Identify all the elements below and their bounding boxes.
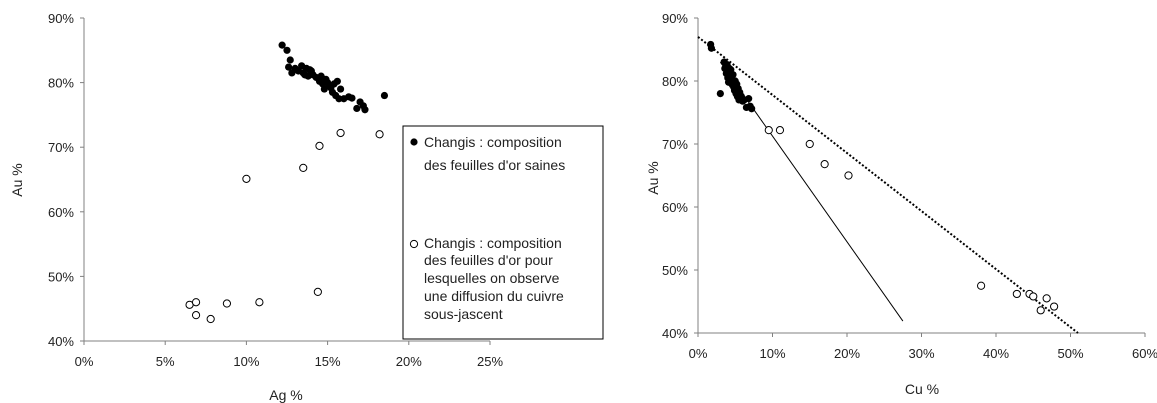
left-y-tick-label: 70% — [48, 140, 74, 155]
right-y-tick-label: 70% — [662, 137, 688, 152]
left-y-tick-label: 80% — [48, 76, 74, 91]
trend-line-dotted — [697, 36, 1079, 334]
data-point-open — [1036, 306, 1045, 315]
right-y-tick-label: 40% — [662, 326, 688, 341]
legend-entry-1-line-1: Changis : composition — [424, 134, 562, 150]
right-x-tick-label: 60% — [1132, 346, 1157, 361]
right-y-tick-label: 80% — [662, 74, 688, 89]
left-y-tick-label: 50% — [48, 269, 74, 284]
left-y-tick-label: 40% — [48, 334, 74, 349]
data-point-filled — [353, 104, 361, 113]
data-point-filled — [707, 44, 716, 52]
data-point-open — [313, 287, 322, 297]
legend-marker-open — [409, 239, 419, 249]
left-x-tick-label: 15% — [315, 354, 341, 369]
legend-marker-filled — [410, 138, 418, 146]
data-point-filled — [748, 105, 756, 113]
legend-entry-1-line-2: des feuilles d'or saines — [424, 157, 565, 173]
data-point-filled — [283, 46, 291, 54]
right-x-tick-label: 30% — [908, 346, 934, 361]
right-y-tick-label: 90% — [662, 11, 688, 26]
data-point-open — [1012, 289, 1021, 299]
right-x-tick-label: 20% — [834, 346, 860, 361]
data-point-open — [242, 174, 251, 183]
data-point-filled — [727, 66, 735, 74]
left-y-tick-label: 60% — [48, 205, 74, 220]
data-point-filled — [380, 91, 389, 100]
data-point-open — [299, 163, 308, 172]
data-point-open — [222, 299, 232, 308]
data-point-filled — [361, 106, 369, 114]
left-x-axis-label: Ag % — [269, 387, 302, 403]
legend-box — [402, 125, 604, 340]
left-x-tick-label: 20% — [396, 354, 422, 369]
left-x-tick-label: 25% — [477, 354, 503, 369]
data-point-open — [977, 281, 986, 290]
legend-entry-2: Changis : composition des feuilles d'or … — [424, 235, 568, 322]
right-x-axis-label: Cu % — [905, 381, 939, 397]
data-point-open — [375, 130, 384, 139]
legend-entry-2-line-4: une diffusion du cuivre — [424, 288, 564, 304]
right-y-axis-label: Au % — [645, 161, 661, 194]
left-y-axis-label: Au % — [9, 163, 25, 196]
data-point-filled — [286, 56, 294, 64]
chart-left: 0% 5% 10% 15% 20% 25%40%50%60%70%80%90% Ag % … — [9, 11, 604, 403]
data-point-filled — [336, 85, 345, 93]
data-point-open — [775, 126, 785, 135]
data-point-open — [805, 139, 814, 149]
left-x-tick-label: 0% — [75, 354, 94, 369]
right-y-tick-label: 50% — [662, 263, 688, 278]
data-point-open — [255, 298, 264, 307]
right-y-tick-label: 60% — [662, 200, 688, 215]
chart-right: 0% 10% 20% 30% 40% 50% 60% 40% 50% 60% 70% 80% 90% C… — [645, 11, 1157, 397]
right-x-tick-label: 40% — [983, 346, 1009, 361]
legend-entry-2-line-2: des feuilles d'or pour — [424, 252, 553, 268]
data-point-filled — [723, 61, 731, 69]
data-point-filled — [278, 41, 286, 49]
data-point-open — [315, 141, 324, 151]
data-point-open — [764, 126, 773, 135]
data-point-open — [206, 314, 215, 324]
left-x-tick-label: 10% — [233, 354, 259, 369]
left-y-tick-label: 90% — [48, 11, 74, 26]
right-x-tick-label: 0% — [689, 346, 708, 361]
data-point-open — [844, 171, 853, 180]
legend: Changis : composition des feuilles d'or … — [402, 125, 604, 340]
legend-entry-1: Changis : composition des feuilles d'or … — [424, 134, 566, 173]
data-point-filled — [333, 77, 341, 85]
data-point-filled — [745, 95, 753, 103]
data-point-open — [820, 160, 829, 169]
data-point-open — [336, 128, 345, 138]
right-x-tick-label: 50% — [1057, 346, 1083, 361]
data-point-filled — [285, 63, 293, 71]
data-point-open — [1050, 302, 1059, 311]
legend-entry-2-line-3: lesquelles on observe — [424, 270, 560, 286]
right-x-tick-label: 10% — [759, 346, 785, 361]
data-point-open — [1042, 294, 1051, 303]
data-point-filled — [716, 90, 724, 98]
legend-entry-2-line-5: sous-jascent — [424, 306, 503, 322]
data-point-filled — [348, 94, 356, 102]
data-point-open — [1029, 292, 1038, 301]
left-x-tick-label: 5% — [156, 354, 175, 369]
legend-entry-2-line-1: Changis : composition — [424, 235, 562, 251]
data-point-open — [191, 298, 201, 307]
data-point-open — [191, 311, 201, 320]
